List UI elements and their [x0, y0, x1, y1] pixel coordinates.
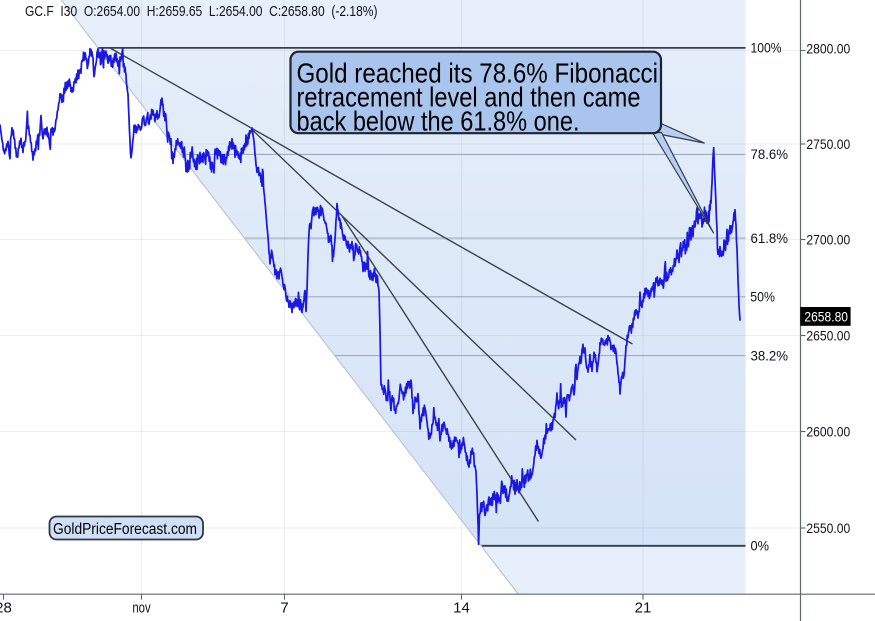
svg-text:2700.00: 2700.00 [806, 231, 850, 247]
svg-text:retracement level and then cam: retracement level and then came [297, 82, 641, 113]
svg-text:2550.00: 2550.00 [806, 520, 850, 536]
svg-text:GC.F I30 O:2654.00 H:2659.6: GC.F I30 O:2654.00 H:2659.65 L:2654.00 C… [25, 3, 378, 20]
svg-text:100%: 100% [751, 40, 782, 56]
svg-text:2750.00: 2750.00 [806, 136, 850, 152]
svg-text:7: 7 [280, 600, 288, 617]
svg-text:21: 21 [635, 600, 652, 617]
svg-text:GoldPriceForecast.com: GoldPriceForecast.com [53, 521, 197, 538]
svg-text:2600.00: 2600.00 [806, 423, 850, 439]
svg-text:50%: 50% [750, 289, 775, 305]
svg-text:2658.80: 2658.80 [804, 309, 848, 324]
svg-text:38.2%: 38.2% [751, 347, 789, 363]
svg-text:61.8%: 61.8% [751, 230, 789, 246]
svg-text:Gold reached its 78.6% Fibonac: Gold reached its 78.6% Fibonacci [297, 58, 659, 89]
svg-text:2800.00: 2800.00 [806, 40, 850, 56]
svg-text:28: 28 [0, 600, 12, 617]
svg-text:0%: 0% [751, 538, 770, 554]
svg-text:back below the 61.8% one.: back below the 61.8% one. [297, 106, 580, 137]
svg-text:14: 14 [453, 600, 470, 617]
svg-text:nov: nov [132, 600, 151, 617]
svg-text:78.6%: 78.6% [751, 146, 789, 162]
svg-text:2650.00: 2650.00 [806, 327, 850, 343]
